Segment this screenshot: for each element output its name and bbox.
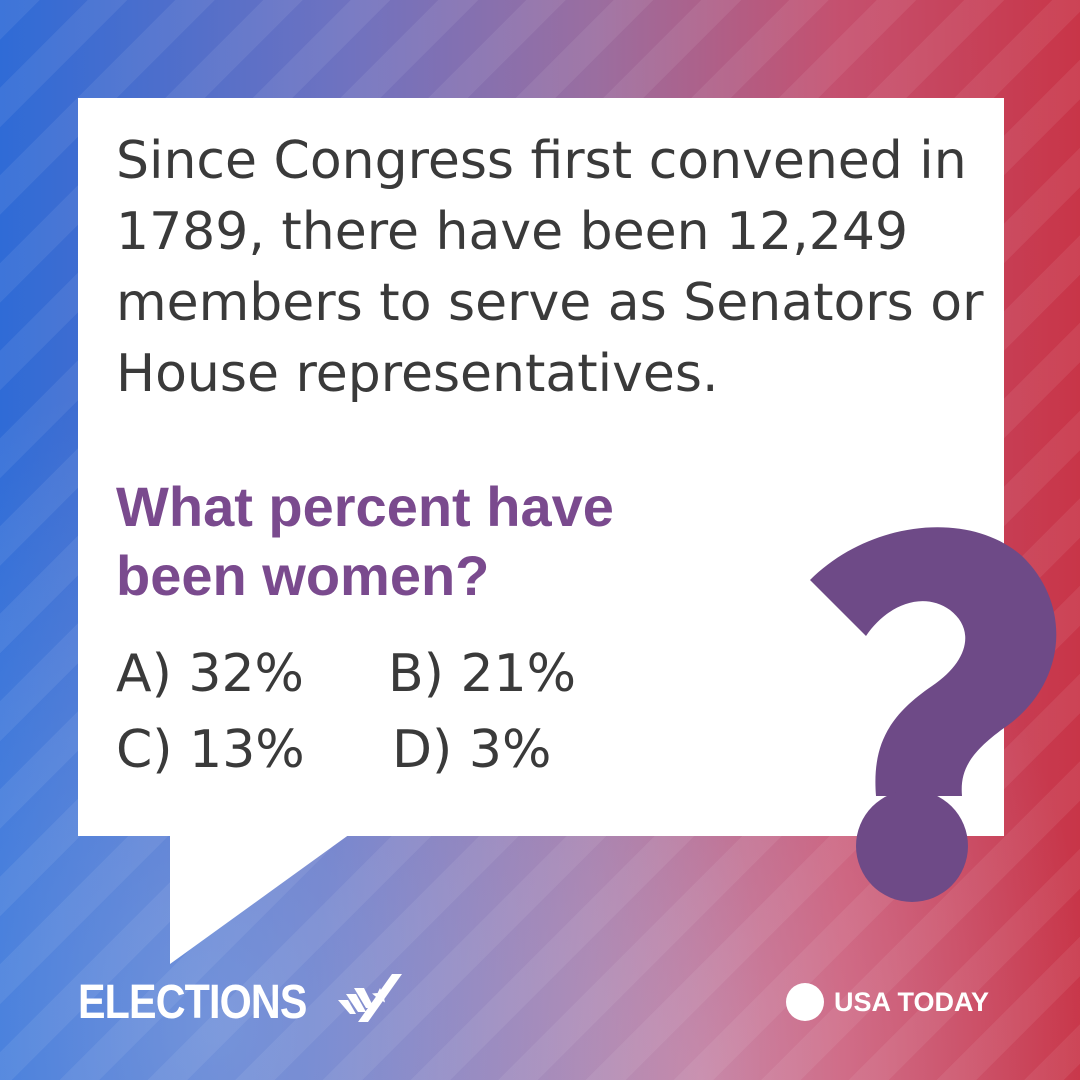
question-mark-icon: [810, 527, 1057, 902]
answer-option-c: C) 13%: [116, 720, 305, 780]
elections-wordmark: ELECTIONS: [78, 975, 307, 1029]
check-icon: [338, 974, 402, 1022]
speech-bubble-tail: [170, 834, 350, 964]
speech-bubble-card: [78, 98, 1004, 836]
answer-option-d: D) 3%: [392, 720, 552, 780]
elections-logo: ELECTIONS: [78, 974, 402, 1029]
question-highlight: What percent have been women?: [116, 475, 614, 607]
publisher-wordmark: USA TODAY: [834, 986, 990, 1017]
answer-option-b: B) 21%: [388, 644, 577, 704]
usa-today-logo: USA TODAY: [786, 983, 990, 1021]
answer-option-a: A) 32%: [116, 644, 304, 704]
question-text: Since Congress first convened in 1789, t…: [116, 131, 984, 404]
logo-dot-icon: [786, 983, 824, 1021]
